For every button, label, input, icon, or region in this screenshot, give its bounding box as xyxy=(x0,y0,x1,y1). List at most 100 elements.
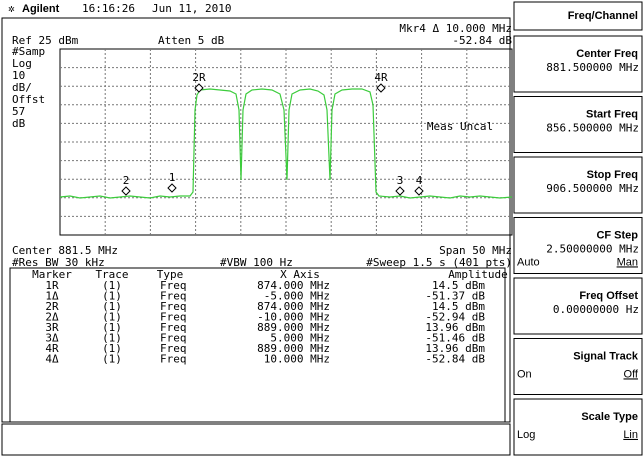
softkey[interactable] xyxy=(513,338,643,395)
graticule xyxy=(59,48,513,236)
table-cell: 3Δ xyxy=(45,332,59,345)
softkey-option: Man xyxy=(617,256,638,268)
attenuation: Atten 5 dB xyxy=(158,34,225,47)
marker-readout: Mkr4 Δ 10.000 MHz xyxy=(399,22,512,35)
table-cell: (1) xyxy=(102,290,122,303)
table-cell: Freq xyxy=(160,311,187,324)
marker-diamond xyxy=(395,186,405,196)
marker-label: 4 xyxy=(416,174,423,187)
softkey[interactable] xyxy=(513,398,643,456)
table-cell: -10.000 MHz xyxy=(257,311,330,324)
scale-label: 10 xyxy=(12,69,25,82)
table-cell: -5.000 MHz xyxy=(264,290,330,303)
softkey-label: Signal Track xyxy=(573,350,639,362)
table-cell: 3R xyxy=(45,321,59,334)
marker-label: 2 xyxy=(123,174,130,187)
table-cell: 889.000 MHz xyxy=(257,342,330,355)
marker-diamond xyxy=(376,83,386,93)
table-cell: 2R xyxy=(45,300,59,313)
status-bar xyxy=(1,423,511,456)
softkey[interactable] xyxy=(513,96,643,153)
softkey-value: 2.50000000 MHz xyxy=(546,243,639,256)
table-cell: 10.000 MHz xyxy=(264,353,330,366)
menu-title: Freq/Channel xyxy=(568,10,638,22)
table-cell: (1) xyxy=(102,300,122,313)
table-cell: (1) xyxy=(102,321,122,334)
scale-label: Log xyxy=(12,57,32,70)
marker-label: 4R xyxy=(374,71,388,84)
table-cell: (1) xyxy=(102,353,122,366)
table-cell: -51.37 dB xyxy=(425,290,485,303)
trace-markers: 2R 4R 2 1 3 4 xyxy=(121,71,424,196)
softkey[interactable] xyxy=(513,277,643,335)
table-cell: 874.000 MHz xyxy=(257,300,330,313)
marker-diamond xyxy=(414,186,424,196)
scale-label: 57 xyxy=(12,105,25,118)
table-cell: (1) xyxy=(102,342,122,355)
date: Jun 11, 2010 xyxy=(152,2,231,15)
ref-level: Ref 25 dBm xyxy=(12,34,79,47)
column-header: Trace xyxy=(95,268,128,281)
softkey-option: Lin xyxy=(623,429,638,441)
table-cell: 2Δ xyxy=(45,311,59,324)
softkey[interactable] xyxy=(513,35,643,93)
softkey-label: Freq Offset xyxy=(579,290,638,302)
marker-diamond xyxy=(167,183,177,193)
softkey-value: 856.500000 MHz xyxy=(546,122,639,135)
softkey-option: Off xyxy=(624,368,639,380)
trace xyxy=(59,88,513,199)
marker-value: -52.84 dB xyxy=(452,34,512,47)
marker-label: 3 xyxy=(397,174,404,187)
softkey-value: 0.00000000 Hz xyxy=(553,303,639,316)
span: Span 50 MHz xyxy=(439,244,512,257)
marker-table-frame xyxy=(9,267,506,423)
table-cell: 874.000 MHz xyxy=(257,279,330,292)
table-cell: 1R xyxy=(45,279,59,292)
table-cell: Freq xyxy=(160,290,187,303)
logo-star: ✲ xyxy=(8,2,15,15)
center-freq: Center 881.5 MHz xyxy=(12,244,118,257)
table-cell: Freq xyxy=(160,332,187,345)
table-cell: 13.96 dBm xyxy=(425,321,485,334)
table-cell: 5.000 MHz xyxy=(270,332,330,345)
scale-label: dB/ xyxy=(12,81,32,94)
vbw: #VBW 100 Hz xyxy=(220,256,293,269)
marker-label: 1 xyxy=(169,171,176,184)
scale-label: #Samp xyxy=(12,45,45,58)
table-cell: Freq xyxy=(160,321,187,334)
table-cell: 1Δ xyxy=(45,290,59,303)
table-cell: Freq xyxy=(160,353,187,366)
meas-uncal: Meas Uncal xyxy=(427,120,493,133)
table-cell: (1) xyxy=(102,311,122,324)
menu-title-box xyxy=(513,1,643,31)
res-bw: #Res BW 30 kHz xyxy=(12,256,105,269)
column-header: Amplitude xyxy=(448,268,508,281)
table-cell: 14.5 dBm xyxy=(432,279,485,292)
softkey-value: 881.500000 MHz xyxy=(546,61,639,74)
softkey-label: CF Step xyxy=(596,229,638,241)
softkey[interactable] xyxy=(513,217,643,274)
time: 16:16:26 xyxy=(82,2,135,15)
table-cell: Freq xyxy=(160,279,187,292)
softkey-label: Stop Freq xyxy=(587,169,638,181)
softkey-label: Scale Type xyxy=(581,411,638,423)
scale-label: dB xyxy=(12,117,26,130)
softkey-label: Start Freq xyxy=(586,108,638,120)
column-header: Marker xyxy=(32,268,72,281)
softkey-option: Log xyxy=(517,429,535,441)
softkey-label: Center Freq xyxy=(576,48,638,60)
table-cell: (1) xyxy=(102,279,122,292)
softkey[interactable] xyxy=(513,156,643,214)
marker-table: Marker Trace Type X Axis Amplitude 1R (1) Freq 8… xyxy=(32,268,508,366)
brand: Agilent xyxy=(22,3,60,15)
scale-label: Offst xyxy=(12,93,45,106)
marker-label: 2R xyxy=(192,71,206,84)
sweep: #Sweep 1.5 s (401 pts) xyxy=(366,256,512,269)
table-cell: -51.46 dB xyxy=(425,332,485,345)
table-cell: 4R xyxy=(45,342,59,355)
table-cell: 13.96 dBm xyxy=(425,342,485,355)
softkey-option: On xyxy=(517,368,532,380)
table-cell: 889.000 MHz xyxy=(257,321,330,334)
